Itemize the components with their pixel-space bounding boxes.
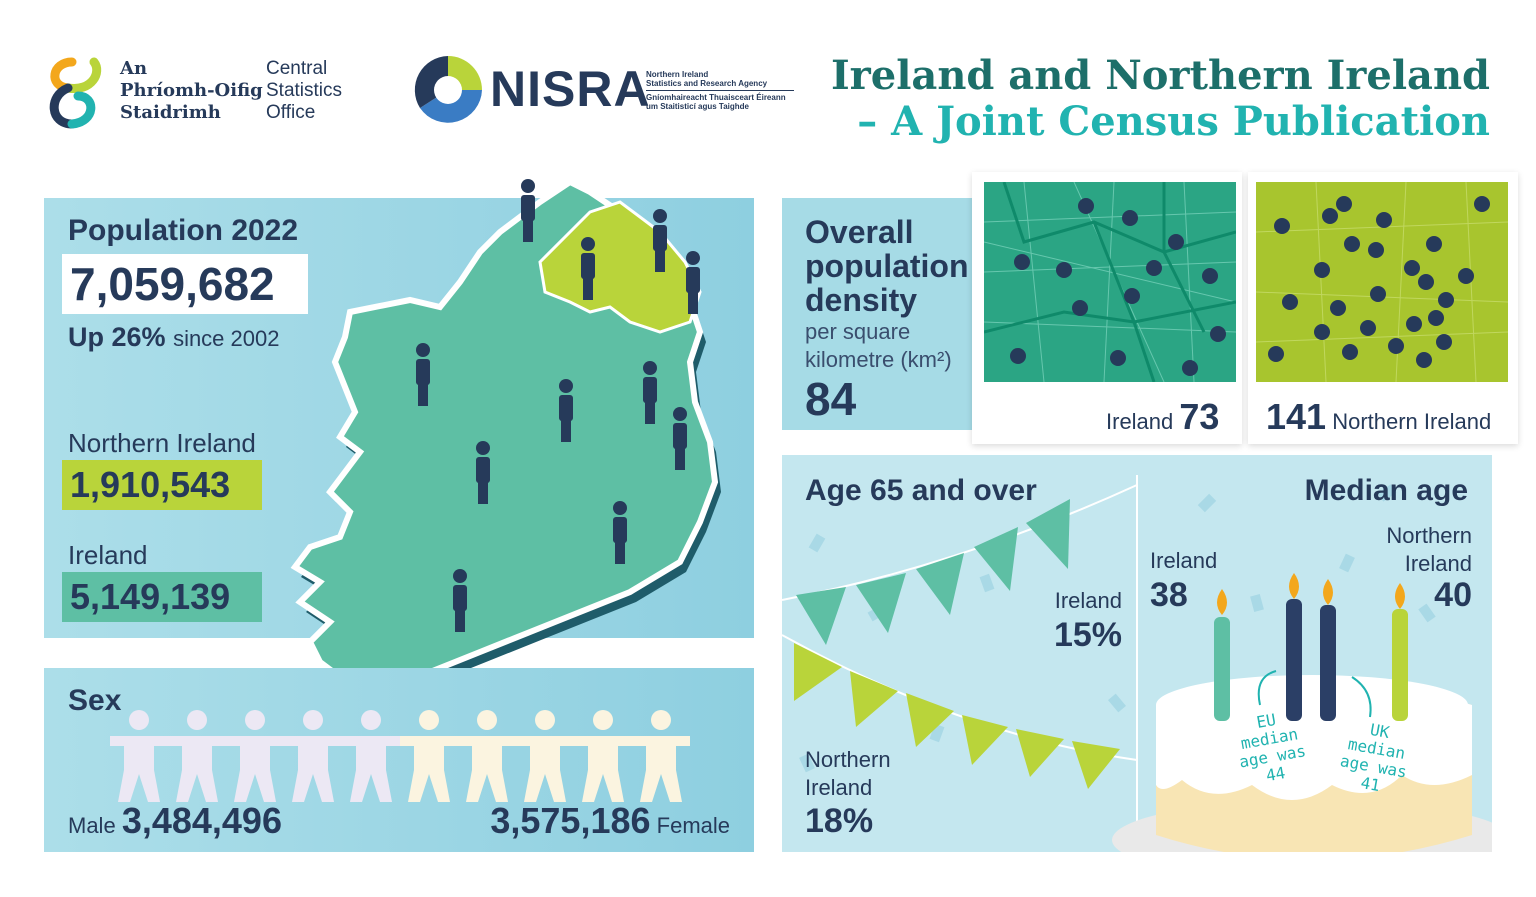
female-value: 3,575,186 <box>490 800 651 841</box>
ie-population-value: 5,149,139 <box>62 572 262 622</box>
median-age-ni-value: 40 <box>1434 576 1472 614</box>
male-count: Male 3,484,496 <box>68 800 282 842</box>
female-count: 3,575,186 Female <box>490 800 730 842</box>
median-age-ireland-value: 38 <box>1150 576 1188 614</box>
ireland-density-card <box>972 172 1242 444</box>
median-age-title: Median age <box>1304 474 1468 507</box>
ni-density: 141 Northern Ireland <box>1266 396 1491 438</box>
ireland-density-map-icon <box>984 182 1236 382</box>
age65-ni-value: 18% <box>805 802 874 840</box>
population-growth: Up 26% since 2002 <box>68 322 279 353</box>
page-title-line1: Ireland and Northern Ireland <box>830 52 1490 99</box>
density-title: Overall population density <box>805 214 969 318</box>
island-map-icon <box>290 178 721 692</box>
ni-density-map-icon <box>1256 182 1508 382</box>
population-label: Population 2022 <box>68 214 299 247</box>
eu-median-note: EU median age was 44 <box>1237 709 1308 786</box>
age65-ni-label: Northern Ireland <box>805 747 891 800</box>
sex-panel <box>44 668 754 852</box>
paper-people-chain-icon <box>110 710 690 802</box>
page-title-line2: – A Joint Census Publication <box>857 98 1490 145</box>
uk-median-note: UK median age was 41 <box>1338 719 1409 796</box>
age65-ireland-value: 15% <box>1053 616 1122 654</box>
age65-ireland-label: Ireland <box>1054 588 1122 613</box>
nisra-logo-icon <box>414 56 482 123</box>
median-age-ni-label: Northern Ireland <box>1386 523 1472 576</box>
ireland-density: Ireland 73 <box>1106 396 1219 438</box>
cso-logo-icon <box>49 57 102 129</box>
ni-density-card <box>1248 172 1518 444</box>
density-subtitle: per square kilometre (km²) <box>805 319 952 372</box>
ie-population-label: Ireland <box>68 540 148 570</box>
age65-title: Age 65 and over <box>805 474 1037 507</box>
ni-density-value: 141 <box>1266 396 1327 437</box>
nisra-wordmark: NISRA <box>490 61 651 117</box>
sex-label: Sex <box>68 684 122 717</box>
confetti-bunting-icon <box>782 475 1492 852</box>
nisra-agency-name: Northern Ireland Statistics and Research… <box>646 70 796 111</box>
median-age-ireland-label: Ireland <box>1150 548 1218 573</box>
male-label: Male <box>68 813 116 838</box>
female-label: Female <box>656 813 730 838</box>
population-growth-pct: Up 26% <box>68 322 166 352</box>
cso-english-name: Central Statistics Office <box>266 58 343 123</box>
ni-population-value: 1,910,543 <box>62 460 262 510</box>
population-total: 7,059,682 <box>62 254 308 314</box>
male-value: 3,484,496 <box>121 800 282 841</box>
ni-population-label: Northern Ireland <box>68 428 256 458</box>
cso-irish-name: An Phríomh-Oifig Staidrimh <box>120 58 263 123</box>
ireland-density-value: 73 <box>1179 396 1220 437</box>
age-panel <box>782 455 1492 852</box>
population-growth-since: since 2002 <box>173 326 280 351</box>
density-overall-value: 84 <box>805 373 857 425</box>
ni-density-label: Northern Ireland <box>1332 409 1492 434</box>
ireland-density-label: Ireland <box>1106 409 1174 434</box>
